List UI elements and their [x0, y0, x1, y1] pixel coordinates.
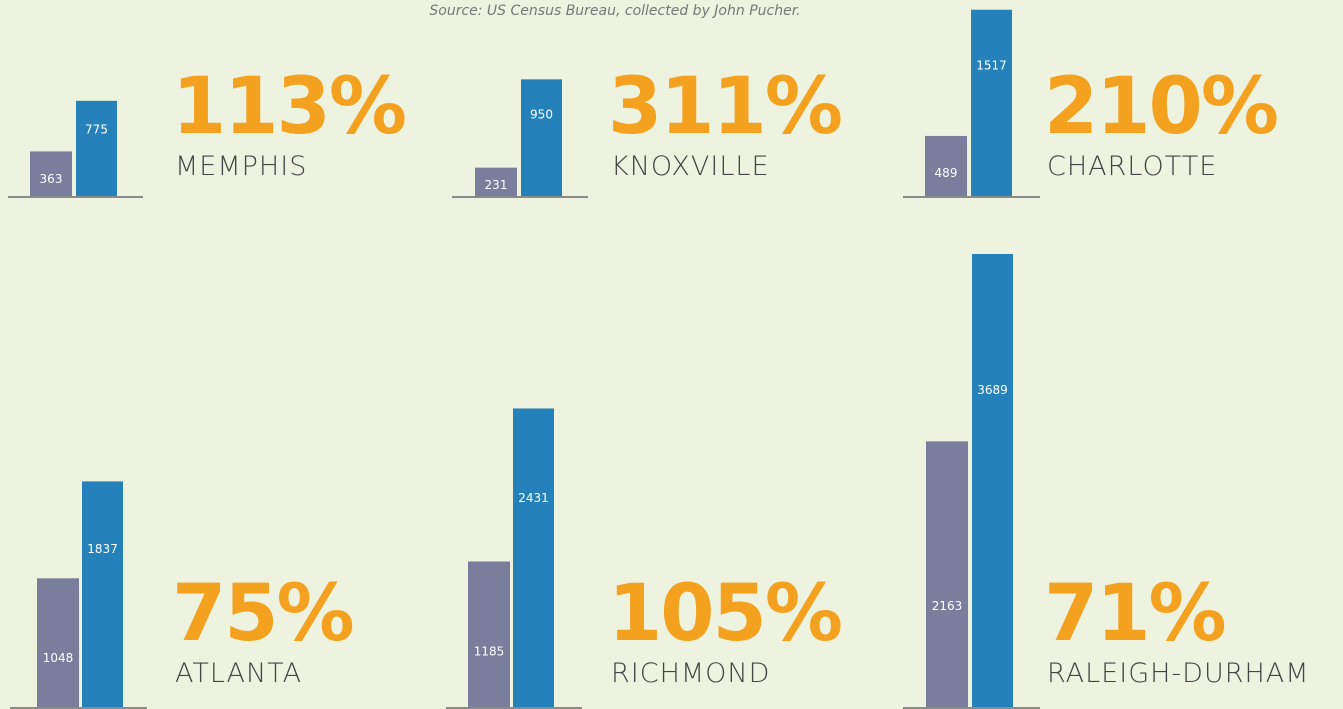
- change-percent: 105%: [608, 569, 841, 659]
- value-label: 950: [530, 107, 553, 121]
- bar: [972, 253, 1013, 708]
- bar: [468, 561, 510, 707]
- bar: [971, 9, 1012, 196]
- bar: [37, 578, 79, 707]
- value-label: 1185: [474, 645, 505, 659]
- change-percent: 75%: [172, 569, 353, 659]
- value-label: 1517: [976, 59, 1007, 73]
- value-label: 3689: [977, 383, 1008, 397]
- bar: [82, 481, 123, 707]
- value-label: 231: [485, 178, 508, 192]
- change-percent: 71%: [1044, 569, 1225, 659]
- city-name: RALEIGH-DURHAM: [1047, 658, 1310, 689]
- bar: [521, 79, 562, 196]
- value-label: 363: [40, 172, 63, 186]
- bar: [76, 100, 117, 196]
- city-name: MEMPHIS: [175, 151, 307, 182]
- change-percent: 311%: [608, 62, 841, 152]
- value-label: 2163: [932, 599, 963, 613]
- city-name: KNOXVILLE: [611, 151, 770, 182]
- bar: [926, 441, 968, 707]
- bar: [475, 167, 517, 196]
- value-label: 489: [935, 166, 958, 180]
- bar: [925, 135, 967, 196]
- value-label: 1837: [87, 542, 118, 556]
- value-label: 775: [85, 122, 108, 136]
- change-percent: 210%: [1044, 62, 1277, 152]
- value-label: 2431: [518, 491, 549, 505]
- change-percent: 113%: [172, 62, 405, 152]
- city-name: ATLANTA: [175, 658, 302, 689]
- bar: [30, 151, 72, 196]
- source: Source: US Census Bureau, collected by J…: [429, 3, 800, 19]
- city-name: RICHMOND: [611, 658, 770, 689]
- value-label: 1048: [43, 651, 74, 665]
- bar: [513, 408, 554, 707]
- city-name: CHARLOTTE: [1047, 151, 1217, 182]
